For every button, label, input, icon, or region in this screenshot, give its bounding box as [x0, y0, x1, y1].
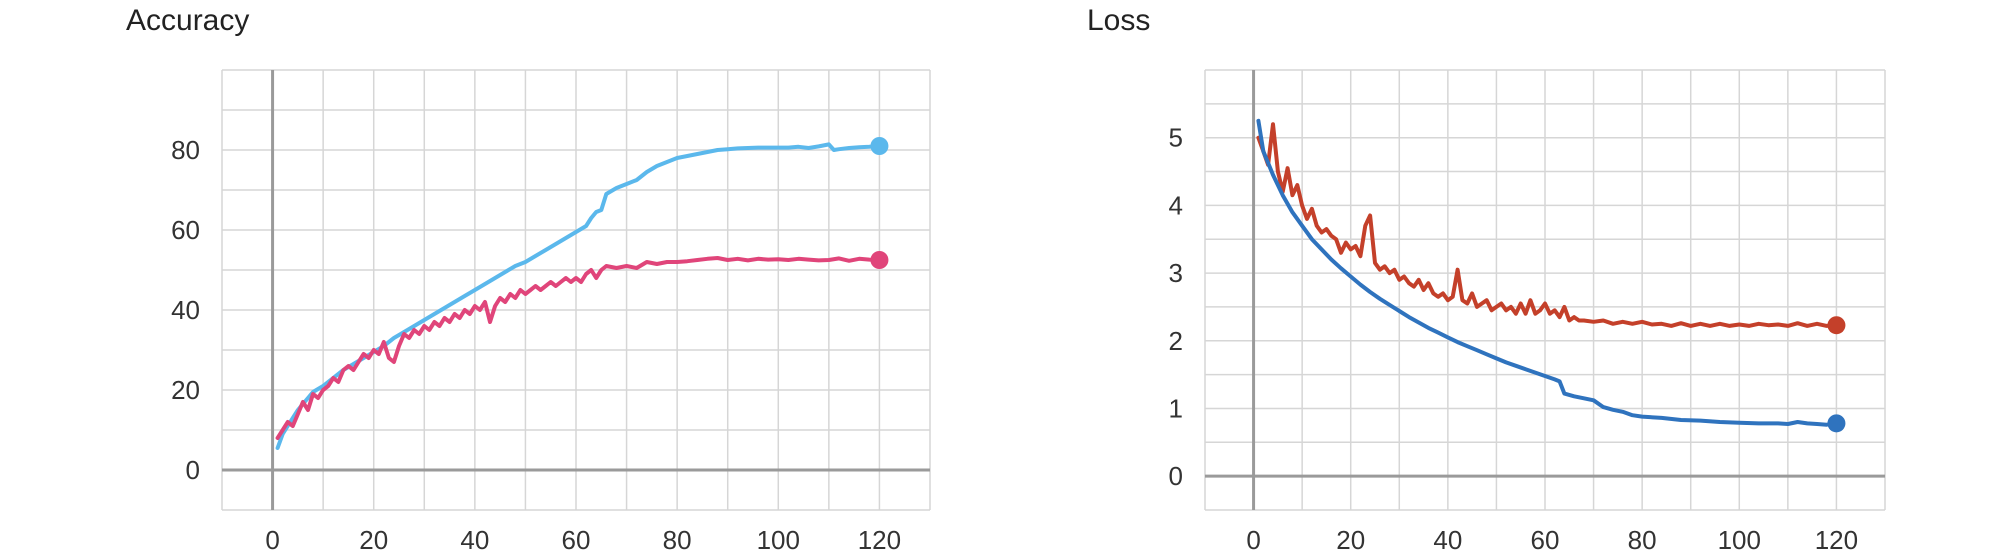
loss-x-tick-label: 0 [1246, 525, 1260, 555]
accuracy-chart: 0 20 40 60 80 100 120 0 20 40 60 80 [171, 69, 931, 555]
loss-x-tick-label: 100 [1718, 525, 1761, 555]
loss-chart: 0 20 40 60 80 100 120 0 1 2 3 4 5 [1169, 69, 1886, 555]
loss-y-tick-label: 4 [1169, 190, 1183, 220]
loss-validation-end-marker [1827, 316, 1846, 335]
accuracy-train-line [275, 142, 882, 450]
loss-x-tick-label: 60 [1531, 525, 1560, 555]
loss-validation-line [1256, 122, 1839, 328]
loss-x-tick-label: 120 [1815, 525, 1858, 555]
accuracy-chart-title: Accuracy [126, 4, 250, 37]
accuracy-x-tick-label: 20 [359, 525, 388, 555]
accuracy-validation-end-marker [870, 251, 889, 269]
accuracy-x-tick-label: 80 [663, 525, 692, 555]
loss-x-tick-label: 80 [1628, 525, 1657, 555]
accuracy-y-tick-label: 0 [186, 455, 200, 485]
accuracy-y-tick-label: 60 [171, 215, 200, 245]
loss-y-tick-label: 2 [1169, 326, 1183, 356]
loss-x-tick-label: 40 [1433, 525, 1462, 555]
loss-chart-title: Loss [1087, 4, 1151, 37]
accuracy-x-tick-label: 100 [757, 525, 800, 555]
loss-x-tick-label: 20 [1336, 525, 1365, 555]
loss-train-line [1256, 118, 1839, 427]
accuracy-validation-line [275, 256, 882, 440]
accuracy-y-tick-label: 80 [171, 135, 200, 165]
loss-y-tick-label: 5 [1169, 123, 1183, 153]
loss-y-tick-label: 3 [1169, 258, 1183, 288]
accuracy-x-tick-label: 0 [265, 525, 279, 555]
accuracy-x-tick-label: 60 [562, 525, 591, 555]
accuracy-x-tick-label: 120 [858, 525, 901, 555]
accuracy-y-tick-label: 20 [171, 375, 200, 405]
loss-y-tick-label: 1 [1169, 393, 1183, 423]
loss-y-tick-label: 0 [1169, 461, 1183, 491]
accuracy-y-tick-label: 40 [171, 295, 200, 325]
accuracy-x-tick-label: 40 [460, 525, 489, 555]
loss-train-end-marker [1827, 414, 1846, 433]
accuracy-train-end-marker [870, 137, 889, 155]
